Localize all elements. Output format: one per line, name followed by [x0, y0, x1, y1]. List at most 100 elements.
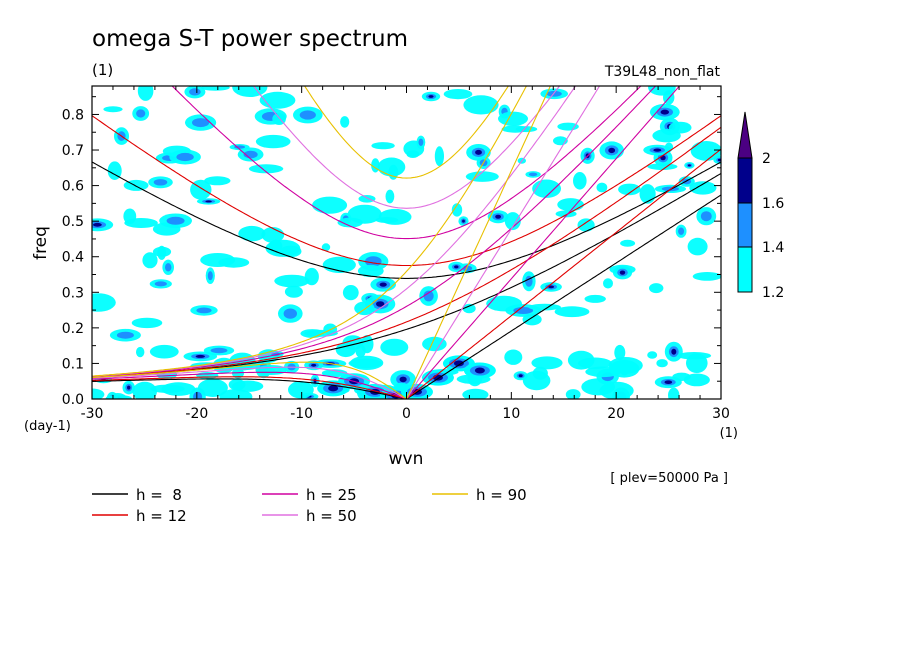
contour-patch	[504, 212, 521, 231]
contour-patch	[451, 203, 463, 217]
curve-rossby-h12	[92, 376, 407, 399]
contour-patch	[690, 141, 721, 161]
y-tick-label: 0.7	[62, 143, 84, 159]
colorbar-label-1.4: 1.4	[762, 240, 784, 256]
contour-patch	[131, 317, 163, 329]
contour-patch	[462, 219, 465, 223]
contour-patch	[692, 272, 721, 281]
contour-patch	[153, 179, 168, 186]
contour-patch	[463, 95, 499, 115]
contour-patch	[648, 86, 676, 96]
contour-patch	[93, 222, 102, 227]
curve-ig1-h50	[252, 86, 561, 209]
y-tick-label: 0.4	[62, 250, 84, 266]
contour-patch	[504, 349, 523, 365]
curve-rossby-h8	[92, 378, 407, 399]
contour-patch	[232, 368, 244, 379]
contour-patch	[274, 274, 310, 288]
x-tick-label: 20	[607, 406, 625, 422]
contour-patch	[668, 121, 692, 134]
contour-patch	[103, 106, 123, 113]
colorbar: 2 1.6 1.4 1.2	[737, 111, 784, 301]
contour-patch	[379, 282, 387, 287]
contour-patch	[639, 184, 656, 204]
contour-patch	[311, 363, 317, 367]
x-unit-label: (1)	[720, 426, 738, 441]
contour-patch	[513, 307, 534, 314]
contour-patch	[418, 138, 424, 146]
contour-patch	[204, 176, 231, 186]
contour-patch	[105, 395, 132, 399]
contour-patch	[176, 152, 194, 162]
contour-patch	[717, 158, 721, 162]
contour-patch	[107, 161, 122, 180]
legend-label-h90: h = 90	[476, 486, 527, 504]
contour-patch	[337, 217, 363, 228]
contour-patch	[434, 146, 444, 167]
contour-patch	[376, 301, 385, 307]
contour-patch	[603, 278, 613, 289]
contour-patch	[378, 208, 412, 225]
legend-label-h50: h = 50	[306, 507, 357, 525]
contour-patch	[660, 109, 669, 115]
contour-patch	[475, 149, 482, 155]
contour-patch	[528, 303, 561, 311]
contour-patch	[165, 263, 172, 272]
colorbar-triangle	[737, 111, 753, 159]
x-tick-label: -20	[185, 406, 208, 422]
contour-patch	[614, 344, 626, 361]
contour-patch	[255, 134, 291, 149]
curve-rossby-h25	[92, 371, 407, 399]
contour-patch	[443, 89, 473, 100]
curve-ig1-h12	[92, 115, 721, 267]
contour-patch	[406, 150, 420, 159]
colorbar-segment-1.4	[737, 246, 753, 293]
y-tick-label: 0.2	[62, 321, 84, 337]
curve-rossby-h90	[92, 361, 407, 399]
contour-patch	[371, 142, 395, 150]
y-tick-label: 0.1	[62, 356, 84, 372]
contour-patch	[197, 378, 228, 397]
contour-patch	[284, 285, 303, 298]
curve-mrg-high-h50	[92, 86, 577, 377]
contour-patch	[465, 171, 499, 182]
contour-patch	[142, 252, 158, 269]
contour-patch	[238, 225, 266, 242]
contour-patch	[565, 389, 581, 399]
contour-patch	[462, 303, 476, 314]
curve-kelvin-h50	[406, 86, 601, 399]
curve-mrg-high-h25	[92, 86, 657, 378]
contour-patch	[149, 344, 179, 359]
contour-patch	[255, 365, 288, 375]
contour-patch	[380, 338, 409, 356]
contour-patch	[150, 384, 185, 393]
contour-patch	[546, 90, 562, 97]
curve-ig1-h25	[171, 86, 642, 240]
contour-patch	[567, 350, 595, 370]
contour-patch	[432, 374, 443, 381]
dispersion-curves-layer	[92, 86, 721, 399]
contour-patch	[528, 172, 538, 177]
curve-kelvin-h90	[405, 86, 551, 399]
colorbar-label-1.2: 1.2	[762, 285, 784, 301]
curve-kelvin-h12	[406, 148, 721, 399]
contour-patch	[205, 200, 212, 203]
contour-patch	[195, 354, 205, 358]
contour-patch	[357, 264, 384, 278]
contour-patch	[231, 380, 264, 392]
contour-patch	[265, 239, 301, 257]
contour-patch	[304, 267, 319, 286]
contour-patch	[288, 381, 314, 399]
curve-kelvin-h25	[406, 86, 681, 399]
contour-patch	[399, 376, 407, 383]
contour-patch	[283, 308, 297, 319]
contour-patch	[687, 237, 708, 256]
contour-patch	[360, 335, 374, 354]
contour-patch	[321, 369, 348, 378]
contour-patch	[584, 294, 606, 303]
contour-patch	[189, 88, 201, 96]
contour-patch	[166, 216, 185, 225]
contour-patch	[474, 367, 485, 374]
curve-ig1-h90	[303, 86, 510, 179]
